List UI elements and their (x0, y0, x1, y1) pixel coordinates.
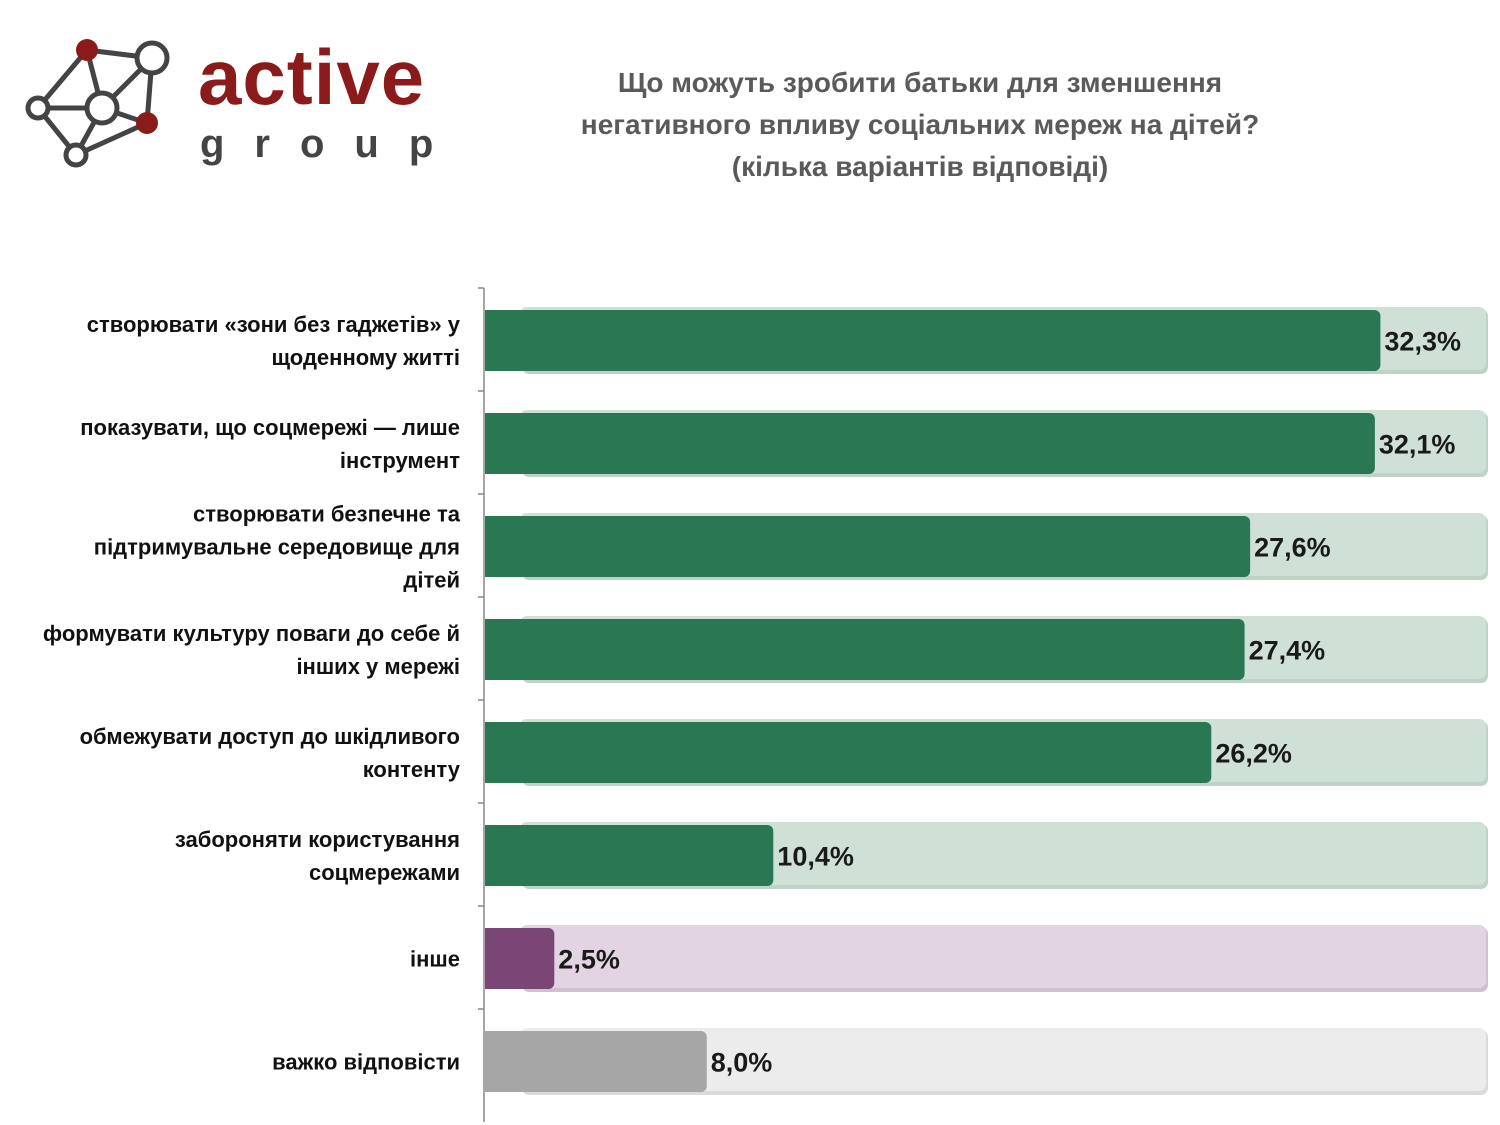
value-label: 8,0% (711, 1048, 773, 1078)
active-group-logo: active group (20, 28, 460, 178)
value-label: 10,4% (777, 842, 854, 872)
bar-square-start (485, 1031, 497, 1092)
chart-title-line: (кілька варіантів відповіді) (731, 151, 1109, 182)
value-label: 32,3% (1384, 327, 1461, 357)
value-label: 27,6% (1254, 533, 1331, 563)
bar (485, 413, 1375, 474)
category-label: формувати культуру поваги до себе й (43, 621, 460, 646)
category-label: обмежувати доступ до шкідливого (80, 724, 460, 749)
category-label: щоденному житті (272, 345, 460, 370)
category-label: створювати «зони без гаджетів» у (87, 312, 461, 337)
bar (485, 310, 1381, 371)
bar-square-start (485, 619, 497, 680)
category-label: забороняти користування (175, 827, 460, 852)
bar (485, 825, 774, 886)
category-label: дітей (403, 568, 460, 593)
bar (485, 619, 1245, 680)
value-label: 26,2% (1215, 739, 1292, 769)
bar-square-start (485, 413, 497, 474)
category-label: інше (410, 947, 460, 972)
category-label: створювати безпечне та (193, 502, 461, 527)
bar-track (520, 925, 1486, 988)
network-logo-icon (25, 39, 170, 168)
category-label: соцмережами (309, 860, 460, 885)
category-label: інструмент (340, 448, 460, 473)
bar-chart: 32,3% створювати «зони без гаджетів» у щод… (43, 287, 1488, 1122)
bar-square-start (485, 722, 497, 783)
logo-subtitle: group (200, 122, 464, 166)
logo-wordmark: active (198, 33, 426, 121)
category-label: важко відповісти (272, 1050, 460, 1075)
bar-square-start (485, 928, 497, 989)
bar (485, 928, 555, 989)
chart-title-line: Що можуть зробити батьки для зменшення (617, 67, 1223, 98)
value-label: 27,4% (1249, 636, 1326, 666)
bar-square-start (485, 310, 497, 371)
bar (485, 516, 1251, 577)
bar-square-start (485, 825, 497, 886)
bar-track (520, 1028, 1486, 1091)
category-label: контенту (363, 757, 461, 782)
bar (485, 722, 1212, 783)
bar (485, 1031, 707, 1092)
chart-title-line: негативного впливу соціальних мереж на д… (580, 109, 1260, 140)
category-label: інших у мережі (296, 654, 460, 679)
bar-square-start (485, 516, 497, 577)
category-label: підтримувальне середовище для (94, 535, 460, 560)
value-label: 32,1% (1379, 430, 1456, 460)
chart-title: Що можуть зробити батьки для зменшення н… (520, 62, 1320, 188)
value-label: 2,5% (558, 945, 620, 975)
category-label: показувати, що соцмережі — лише (80, 415, 460, 440)
